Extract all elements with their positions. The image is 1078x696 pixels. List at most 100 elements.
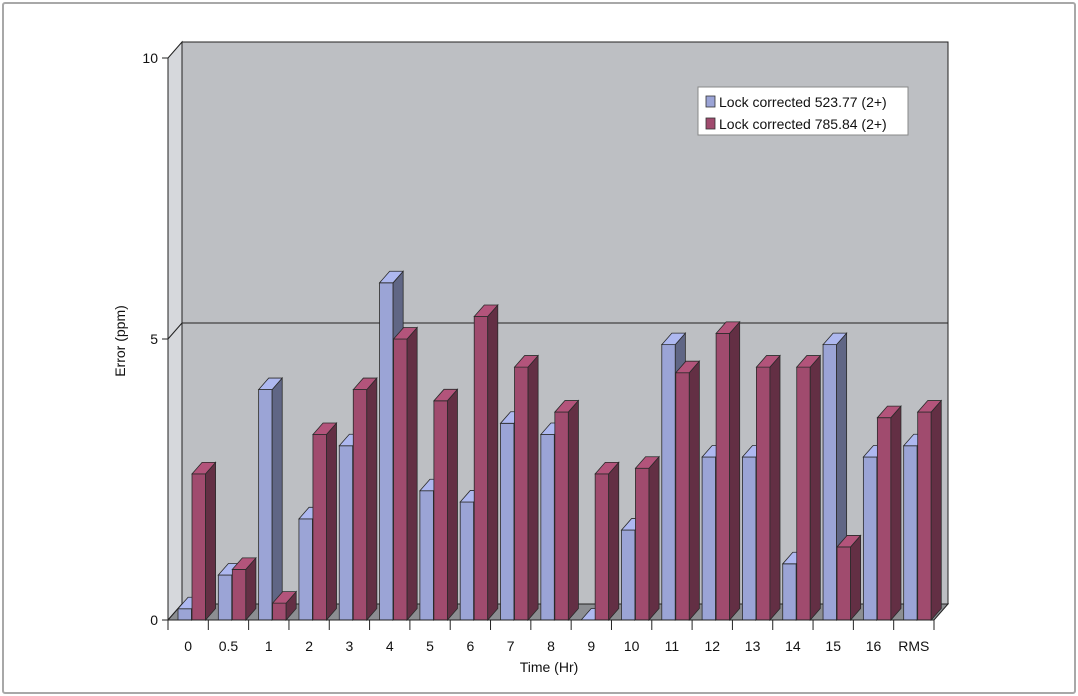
bar-top (836, 535, 862, 548)
bar-front (661, 344, 676, 621)
bar-front (742, 456, 757, 621)
bar-front (473, 316, 489, 621)
y-axis-title: Error (ppm) (112, 305, 128, 377)
bar-top (231, 557, 257, 570)
bar-series2-5 (433, 388, 459, 622)
y-axis: 0 5 10 (142, 50, 169, 628)
bar-series2-4 (392, 326, 419, 622)
bar-side (205, 461, 216, 622)
legend-label-2: Lock corrected 785.84 (2+) (719, 116, 887, 132)
bar-top (312, 422, 338, 435)
bar-front (419, 490, 434, 621)
bar-side (769, 354, 781, 622)
bar-top (191, 461, 217, 475)
bar-front (298, 518, 313, 621)
bar-front (312, 434, 327, 621)
bar-series2-7 (513, 354, 539, 622)
bar-front (701, 456, 717, 621)
bar-front (231, 569, 247, 621)
bar-front (177, 608, 192, 621)
x-tick-label: 5 (426, 638, 434, 654)
bar-top (634, 456, 660, 469)
bar-front (756, 366, 771, 621)
bar-series2-1 (271, 590, 298, 622)
bar-side (326, 421, 337, 622)
x-tick-label: 1 (265, 638, 273, 654)
x-tick-label: 16 (866, 638, 882, 654)
x-tick-label: 0.5 (219, 638, 239, 654)
bar-top (513, 355, 539, 368)
bar-front (500, 422, 515, 621)
bar-front (876, 417, 892, 621)
bar-top (660, 332, 687, 346)
bar-front (836, 546, 851, 621)
x-tick-label: 8 (547, 638, 555, 654)
x-tick-label: 2 (305, 638, 313, 654)
bar-front (338, 445, 354, 621)
bar-series2-10 (634, 455, 660, 622)
bar-front (352, 389, 368, 621)
bar-front (217, 574, 233, 621)
bar-front (258, 389, 273, 621)
x-tick-label: 11 (665, 638, 680, 654)
bar-series2-16 (876, 405, 902, 622)
x-tick-label: 9 (587, 638, 595, 654)
bar-side (890, 405, 902, 622)
bar-series2-6 (473, 303, 499, 622)
bar-front (903, 445, 918, 621)
y-tick-label: 10 (142, 50, 158, 66)
legend-swatch-2 (705, 117, 716, 130)
bar-front (917, 411, 932, 621)
bar-series2-15 (836, 534, 862, 622)
x-tick-label: 14 (785, 638, 801, 654)
bar-top (755, 355, 781, 368)
bar-side (608, 461, 620, 622)
bar-front (514, 366, 529, 621)
bar-top (795, 355, 822, 368)
bar-top (553, 400, 580, 413)
bar-front (554, 411, 569, 621)
x-tick-label: 3 (346, 638, 354, 654)
bar-series2-RMS (916, 399, 943, 622)
bar-top (674, 360, 701, 374)
bar-front (540, 434, 555, 621)
bar-series1-1 (257, 376, 284, 622)
bar-front (393, 338, 408, 621)
bar-top (916, 400, 943, 413)
bar-top (594, 461, 620, 475)
legend-label-1: Lock corrected 523.77 (2+) (719, 94, 887, 110)
y-tick-label: 5 (150, 331, 158, 347)
bar-side (648, 455, 660, 622)
x-tick-label: 12 (704, 638, 720, 654)
legend-box (697, 86, 909, 136)
bar-side (729, 320, 741, 622)
bar-series2-0 (191, 461, 217, 622)
bar-front (459, 501, 475, 621)
bar-side (406, 326, 418, 622)
bar-top (433, 388, 459, 402)
bar-side (809, 354, 821, 622)
bar-front (675, 372, 690, 621)
x-axis: 0 0.5 1 2 3 4 5 6 7 8 9 10 11 12 13 14 15 16 RMS (167, 619, 935, 654)
bar-front (379, 282, 394, 621)
x-tick-label: 10 (624, 638, 640, 654)
bar-side (567, 399, 579, 622)
legend: Lock corrected 523.77 (2+) Lock corrected… (697, 86, 909, 136)
bar-front (191, 473, 206, 621)
bar-side (930, 399, 942, 622)
bar-front (433, 400, 448, 621)
bar-top (876, 405, 902, 419)
bar-front (782, 563, 797, 621)
bar-top (473, 304, 499, 317)
bar-series2-14 (795, 354, 822, 622)
bar-top (271, 591, 298, 604)
y-tick-label: 0 (150, 612, 158, 628)
bar-series2-2 (312, 421, 338, 622)
bar-front (635, 467, 650, 621)
bar-series2-13 (755, 354, 781, 622)
x-tick-label: 0 (184, 638, 192, 654)
x-axis-title: Time (Hr) (520, 659, 579, 675)
bar-side (850, 534, 862, 622)
bar-top (392, 327, 419, 340)
